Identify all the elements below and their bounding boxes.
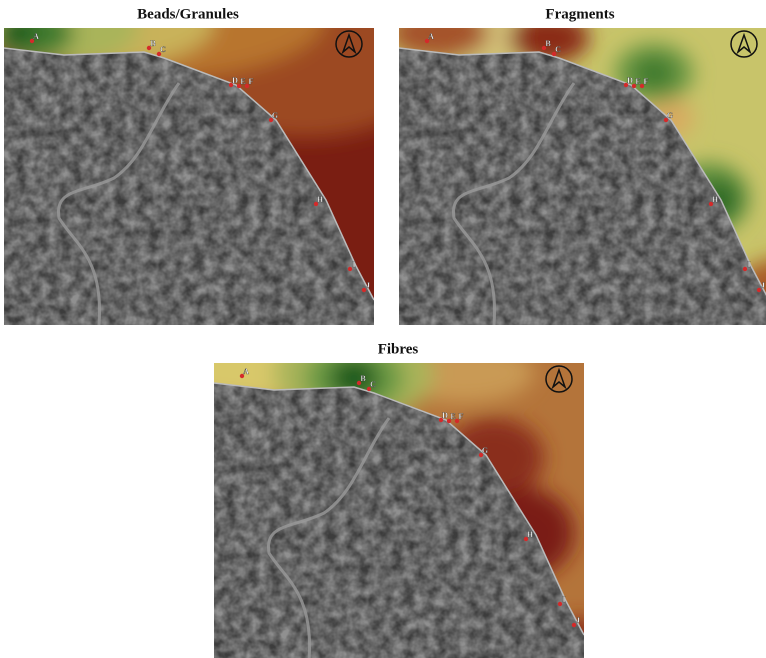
site-label: I (352, 260, 355, 269)
site-label: J (761, 281, 765, 290)
site-label: D (442, 411, 448, 420)
site-label: B (545, 39, 551, 48)
site-label: E (635, 77, 640, 86)
site-label: D (627, 76, 633, 85)
site-label: G (272, 111, 278, 120)
site-label: B (150, 39, 156, 48)
site-label: F (459, 412, 464, 421)
site-label: E (450, 412, 455, 421)
panel-title: Fragments (545, 6, 614, 22)
site-label: A (428, 32, 434, 41)
site-label: I (562, 595, 565, 604)
site-label: C (370, 380, 376, 389)
site-label: I (747, 260, 750, 269)
site-label: C (555, 45, 561, 54)
site-label: J (576, 616, 580, 625)
site-label: E (240, 77, 245, 86)
panel-title: Fibres (378, 341, 419, 357)
site-label: B (360, 374, 366, 383)
site-label: H (317, 195, 324, 204)
site-label: F (644, 77, 649, 86)
site-label: D (232, 76, 238, 85)
site-label: G (482, 446, 488, 455)
panel-title: Beads/Granules (137, 6, 239, 22)
site-label: H (527, 530, 534, 539)
site-label: H (712, 195, 719, 204)
site-label: A (33, 32, 39, 41)
site-label: J (366, 281, 370, 290)
figure: Beads/GranulesABCDEFGHIJFragmentsABCDEFG… (0, 0, 766, 658)
site-label: F (249, 77, 254, 86)
site-label: C (160, 45, 166, 54)
site-label: G (667, 111, 673, 120)
site-label: A (243, 367, 249, 376)
